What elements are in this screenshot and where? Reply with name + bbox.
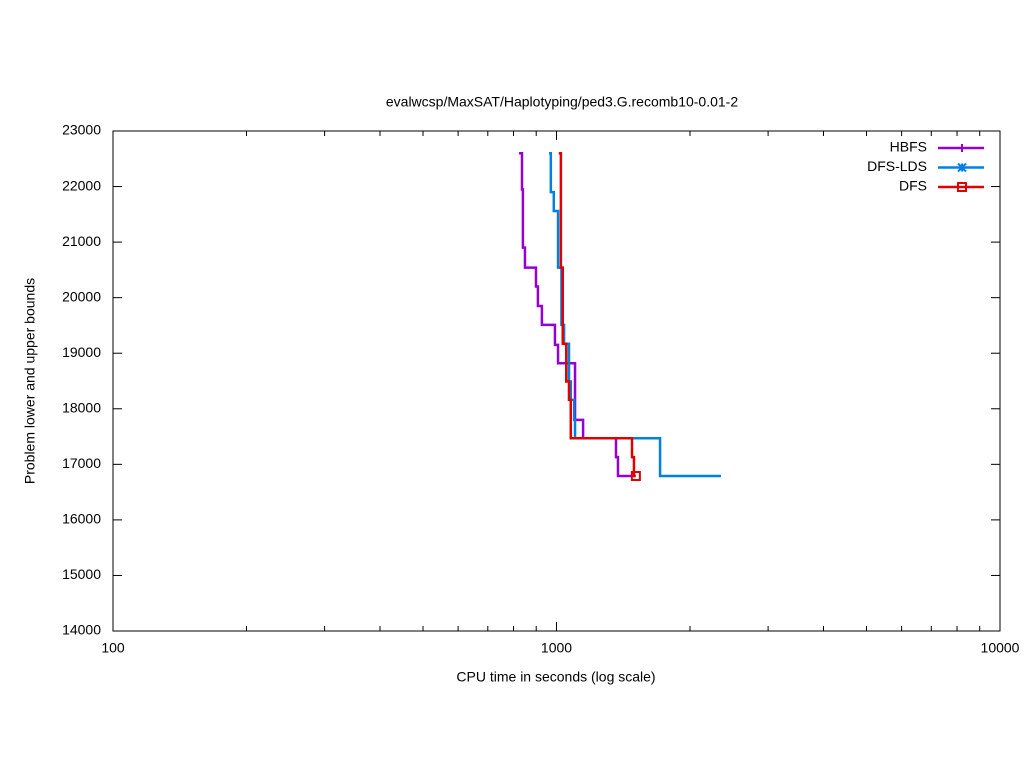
y-tick-label: 20000 [62, 288, 101, 304]
y-tick-label: 17000 [62, 455, 101, 471]
x-axis-label: CPU time in seconds (log scale) [456, 669, 655, 685]
y-axis-label: Problem lower and upper bounds [22, 278, 38, 484]
series-line [558, 151, 636, 478]
chart-title: evalwcsp/MaxSAT/Haplotyping/ped3.G.recom… [386, 94, 738, 110]
series-marker [630, 471, 641, 481]
y-tick-label: 23000 [62, 122, 101, 138]
y-tick-label: 21000 [62, 233, 101, 249]
legend-label: DFS-LDS [867, 158, 927, 174]
y-tick-label: 22000 [62, 177, 101, 193]
legend-label: HBFS [890, 139, 927, 155]
legend-marker [957, 182, 967, 192]
y-tick-label: 19000 [62, 344, 101, 360]
x-tick-label: 100 [101, 640, 125, 656]
x-tick-label: 1000 [541, 640, 572, 656]
y-tick-label: 18000 [62, 399, 101, 415]
x-tick-label: 10000 [981, 640, 1020, 656]
y-tick-label: 16000 [62, 511, 101, 527]
legend-marker [957, 162, 967, 173]
legend-marker [958, 144, 966, 152]
legend-label: DFS [899, 178, 927, 194]
y-tick-label: 14000 [62, 622, 101, 638]
y-tick-label: 15000 [62, 566, 101, 582]
